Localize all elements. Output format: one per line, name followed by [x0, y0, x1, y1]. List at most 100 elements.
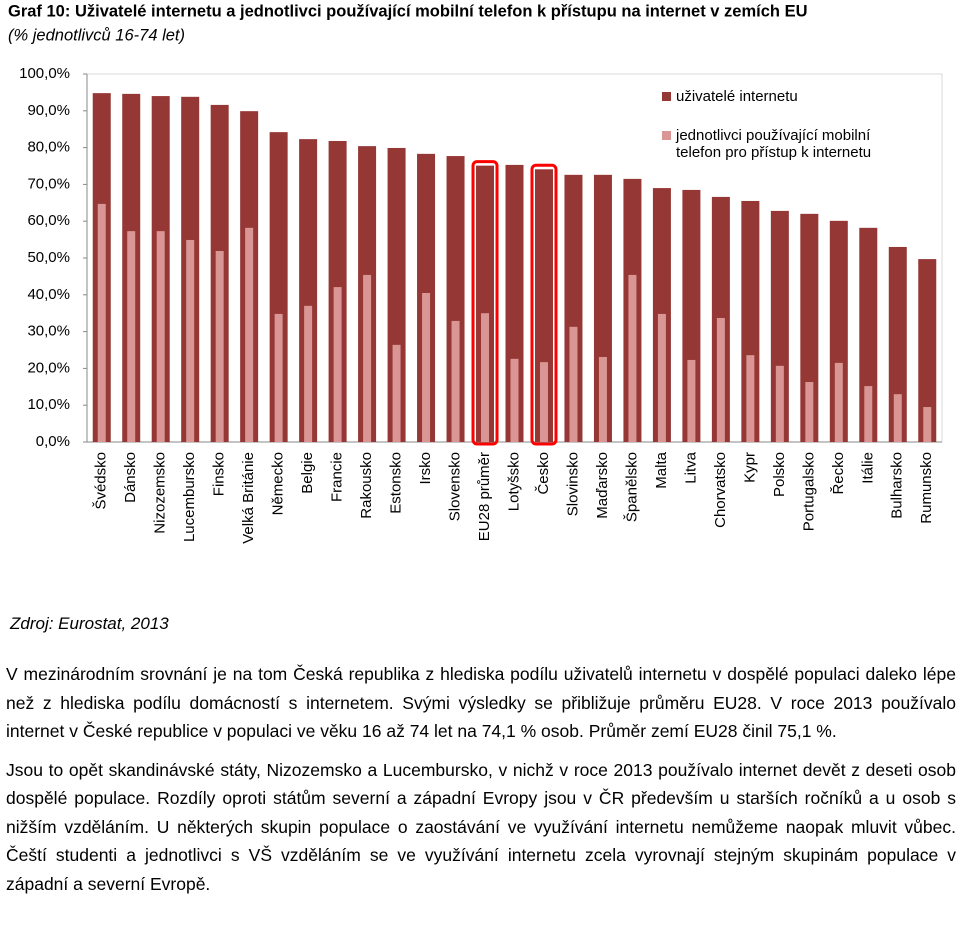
bar [628, 274, 637, 442]
chart-title: Graf 10: Uživatelé internetu a jednotliv… [8, 2, 808, 20]
bar [593, 174, 612, 442]
paragraph: Jsou to opět skandinávské státy, Nizozem… [6, 759, 956, 894]
bar [741, 200, 760, 442]
bar [422, 292, 431, 442]
bar [746, 355, 755, 442]
y-tick-label: 50,0% [27, 249, 70, 266]
y-tick-label: 0,0% [36, 433, 70, 450]
bar [687, 359, 696, 442]
bar [387, 147, 406, 442]
bar [716, 317, 725, 442]
legend-swatch [662, 131, 671, 140]
bar [800, 213, 819, 442]
bar [274, 313, 283, 442]
x-tick-label: Česko [535, 452, 552, 495]
y-tick-label: 80,0% [27, 139, 70, 156]
x-tick-label: Dánsko [122, 452, 139, 503]
x-tick-label: Bulharsko [889, 452, 906, 519]
bar [859, 227, 878, 442]
bar [923, 407, 932, 442]
y-tick-label: 20,0% [27, 359, 70, 376]
x-tick-label: Chorvatsko [712, 452, 729, 528]
bar [363, 274, 372, 442]
bar [657, 313, 666, 442]
x-tick-label: Finsko [211, 452, 228, 496]
bar [539, 362, 548, 442]
x-tick-label: Lotyšsko [505, 452, 522, 511]
bar [446, 156, 465, 442]
x-tick-label: Itálie [859, 452, 876, 484]
x-tick-label: Německo [270, 452, 287, 515]
x-tick-label: Slovinsko [564, 452, 581, 516]
chart: Graf 10: Uživatelé internetu a jednotliv… [8, 2, 943, 544]
bar [269, 132, 288, 443]
bar [97, 203, 106, 442]
bar [829, 220, 848, 442]
x-tick-label: Řecko [830, 452, 847, 495]
bar [156, 231, 165, 442]
x-tick-label: Španělsko [623, 452, 640, 522]
paragraph: V mezinárodním srovnání je na tom Česká … [6, 664, 956, 741]
bar [127, 231, 136, 442]
bar [481, 313, 490, 442]
x-tick-label: EU28 průměr [476, 452, 493, 541]
legend-entry: uživatelé internetu [660, 88, 910, 105]
y-tick-label: 70,0% [27, 175, 70, 192]
y-tick-label: 40,0% [27, 286, 70, 303]
bar [510, 358, 519, 442]
bar [333, 287, 342, 442]
x-tick-label: Rakousko [358, 452, 375, 519]
bar [569, 326, 578, 442]
bar [299, 139, 318, 443]
x-tick-label: Lucembursko [181, 452, 198, 542]
x-tick-label: Polsko [771, 452, 788, 497]
body-text: V mezinárodním srovnání je na tom Česká … [6, 660, 956, 908]
x-tick-label: Litva [682, 451, 699, 483]
bar [451, 320, 460, 442]
legend-entry: jednotlivci používající mobilní telefon … [660, 127, 910, 161]
bar [245, 227, 254, 442]
bar [505, 164, 524, 442]
bar [775, 365, 784, 442]
x-tick-label: Velká Británie [240, 452, 257, 544]
bar [304, 305, 313, 442]
x-tick-label: Irsko [417, 452, 434, 485]
bar [682, 189, 701, 442]
bar [834, 362, 843, 442]
x-tick-label: Belgie [299, 452, 316, 494]
x-tick-label: Slovensko [447, 452, 464, 521]
y-tick-label: 10,0% [27, 396, 70, 413]
y-tick-label: 100,0% [19, 65, 70, 82]
legend-swatch [662, 92, 671, 101]
highlight-outline [471, 160, 499, 446]
bar [392, 344, 401, 442]
bar [186, 239, 195, 442]
y-tick-label: 90,0% [27, 102, 70, 119]
x-tick-label: Estonsko [388, 452, 405, 514]
x-tick-label: Švédsko [93, 452, 110, 510]
bar [534, 169, 553, 442]
x-tick-label: Maďarsko [594, 452, 611, 519]
bar [598, 356, 607, 442]
y-tick-label: 60,0% [27, 212, 70, 229]
y-tick-label: 30,0% [27, 323, 70, 340]
bar [564, 174, 583, 442]
legend-label: jednotlivci používající mobilní telefon … [676, 127, 872, 161]
legend: uživatelé internetu jednotlivci používají… [660, 88, 910, 183]
x-tick-label: Portugalsko [800, 452, 817, 531]
source: Zdroj: Eurostat, 2013 [10, 614, 169, 633]
x-tick-label: Malta [653, 451, 670, 488]
bar [805, 382, 814, 442]
bar [215, 251, 224, 442]
chart-subtitle: (% jednotlivců 16-74 let) [8, 26, 185, 44]
bar [476, 165, 495, 442]
x-tick-label: Rumunsko [918, 452, 935, 524]
bar [770, 210, 789, 442]
highlight-outline [530, 163, 558, 446]
x-tick-label: Kypr [741, 452, 758, 483]
x-tick-label: Nizozemsko [152, 452, 169, 534]
bar [893, 394, 902, 442]
